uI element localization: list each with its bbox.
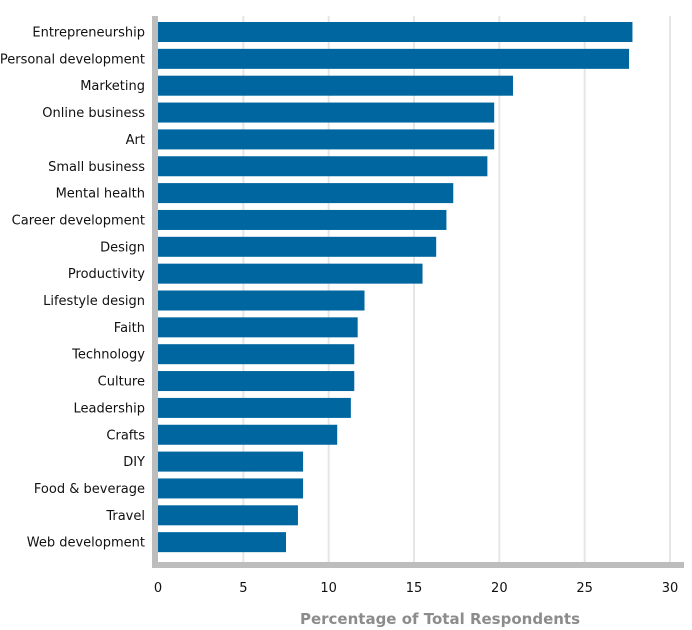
category-label: Mental health [56,187,145,202]
y-axis-line [152,16,158,568]
category-label: Faith [114,321,145,336]
axes [152,16,684,568]
category-label: Food & beverage [34,482,145,497]
category-label: Culture [98,375,145,390]
category-label: Leadership [74,401,145,416]
category-label: Travel [105,509,145,524]
category-label: Entrepreneurship [32,26,145,41]
bar [158,424,338,445]
category-label: Personal development [0,52,145,67]
bar [158,236,437,257]
x-tick-label: 25 [576,581,593,596]
x-axis-line [152,562,684,568]
bar [158,22,633,42]
x-tick-label: 0 [154,581,162,596]
bar [158,505,298,526]
bars [158,22,633,553]
bar [158,129,495,150]
bar [158,317,358,338]
category-label: Art [126,133,145,148]
category-label: Productivity [68,267,145,282]
category-labels: Entrepreneurship Personal development Mark… [0,26,145,551]
x-tick-label: 10 [320,581,337,596]
category-label: Career development [12,213,145,228]
bar [158,75,513,96]
category-label: Marketing [80,79,145,94]
bar [158,48,630,69]
bar [158,344,355,365]
category-label: DIY [123,455,145,470]
x-axis-title: Percentage of Total Respondents [300,610,580,628]
category-label: Online business [42,106,145,121]
category-label: Small business [48,160,145,175]
bar [158,156,488,177]
bar [158,397,351,418]
bar [158,209,447,230]
category-label: Design [100,240,145,255]
x-tick-labels: 0 5 10 15 20 25 30 [154,581,678,596]
bar [158,290,365,311]
bar [158,263,423,284]
x-tick-label: 15 [406,581,423,596]
bar [158,183,454,204]
gridlines [242,16,671,562]
x-tick-label: 30 [662,581,679,596]
bar [158,371,355,392]
x-tick-label: 20 [491,581,508,596]
bar [158,478,304,499]
bar [158,451,304,472]
bar [158,532,286,553]
category-label: Lifestyle design [43,294,145,309]
x-tick-label: 5 [239,581,247,596]
bar [158,102,495,123]
category-label: Technology [71,348,145,363]
category-label: Web development [27,536,145,551]
category-label: Crafts [106,428,145,443]
